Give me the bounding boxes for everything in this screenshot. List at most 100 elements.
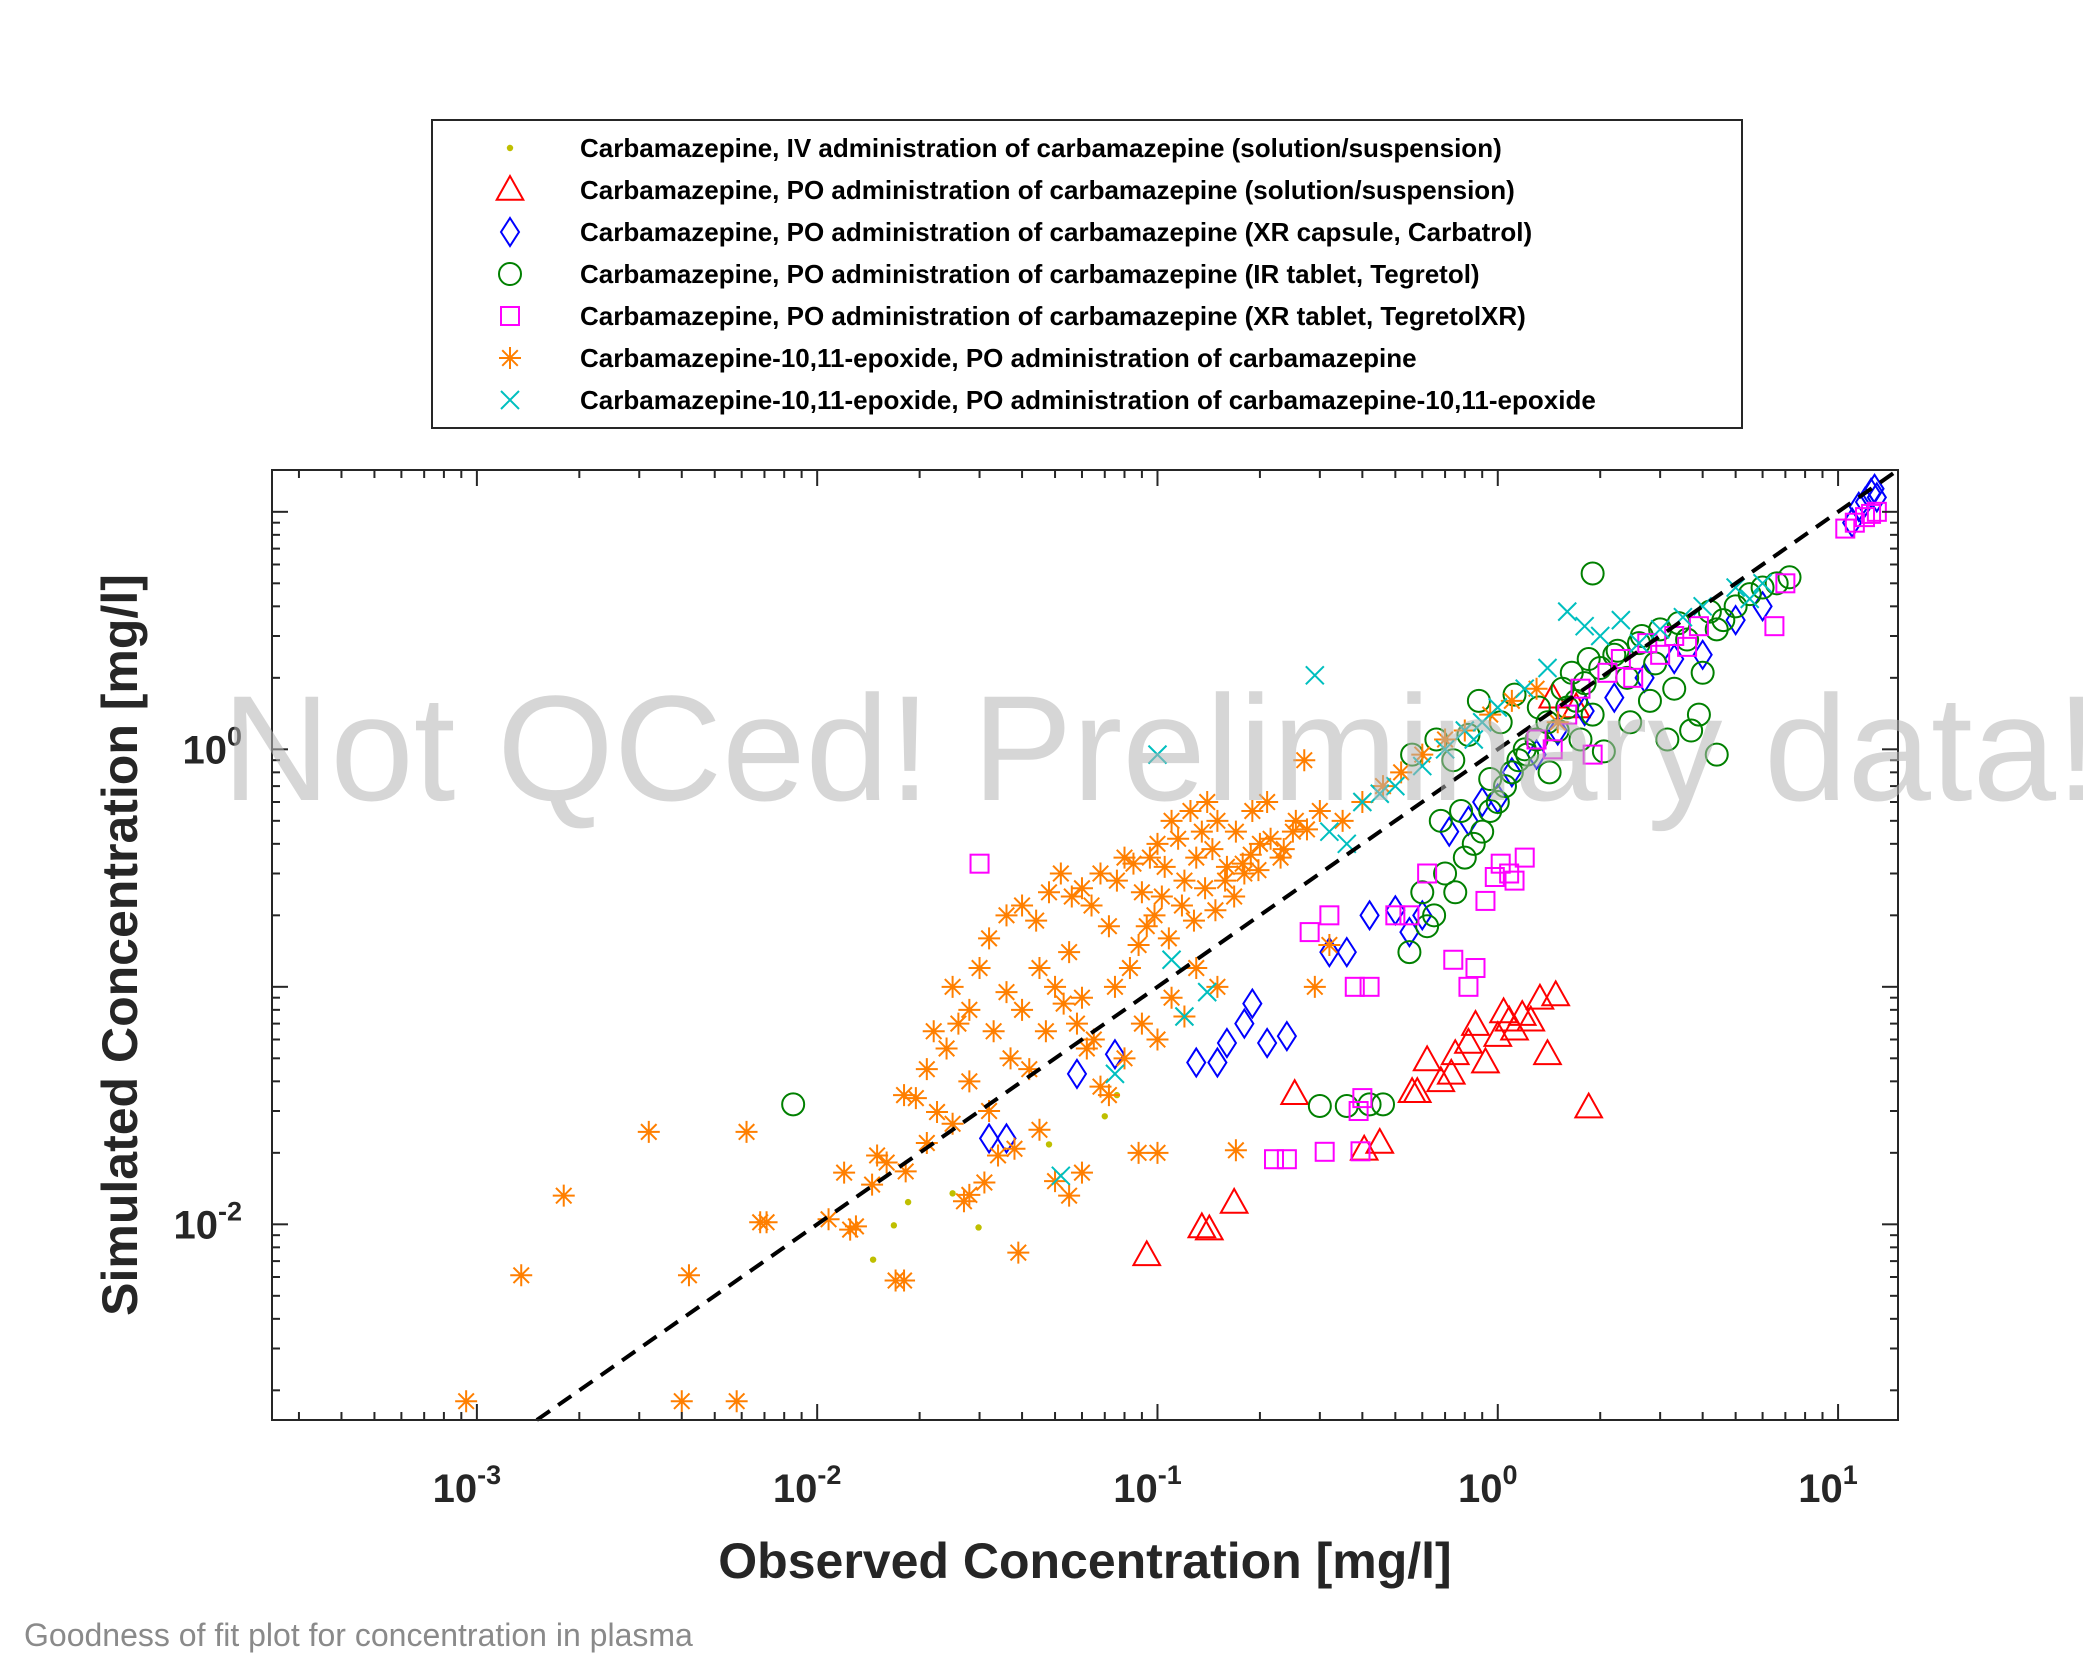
data-point [1412,1044,1443,1072]
data-point [1688,616,1709,637]
data-point [817,1208,840,1231]
data-point [781,1092,806,1117]
data-point [1557,601,1577,622]
data-point [1740,589,1760,609]
data-point [1080,894,1103,917]
data-point [1045,1141,1053,1148]
legend-marker [494,173,526,201]
series-3 [781,561,1802,1118]
data-point [1224,1139,1247,1162]
data-point [1146,1141,1169,1164]
data-point [894,1160,917,1183]
data-point [1170,894,1193,917]
data-point [1130,1012,1153,1035]
data-point [1185,846,1208,869]
data-point [941,975,964,998]
data-point [866,1144,889,1167]
data-point [1618,710,1643,735]
data-point [735,1120,758,1143]
data-point [1135,915,1158,938]
data-point [1284,809,1307,832]
data-point [1011,894,1034,917]
data-point [893,1269,916,1292]
data-point [1150,885,1173,908]
data-point [1764,616,1785,637]
data-point [1452,845,1477,870]
data-point [987,1144,1010,1167]
data-point [1470,819,1495,844]
data-point [1488,697,1508,718]
data-point [1214,869,1237,892]
data-point [1234,1007,1255,1040]
data-point [1397,940,1422,965]
data-point [1390,761,1413,784]
data-point [1182,909,1205,932]
data-point [1591,739,1616,764]
data-point [1070,877,1093,900]
data-point [1439,815,1460,848]
data-point [1038,881,1061,904]
data-point [1352,1088,1373,1109]
data-point [869,1256,877,1263]
data-point [1504,870,1525,891]
data-point [1855,507,1876,528]
data-point [958,1183,981,1206]
data-point [1623,667,1644,688]
data-point [1540,979,1571,1007]
data-point [1256,791,1279,814]
data-point [1441,748,1466,773]
data-point [1122,852,1145,875]
data-point [1066,1058,1088,1090]
data-point [1231,852,1254,875]
data-point [1204,899,1227,922]
data-point [1264,1149,1285,1170]
data-point [1460,1009,1491,1036]
data-point [969,853,990,874]
data-point [1051,1166,1071,1186]
legend-item: Carbamazepine, PO administration of carb… [498,259,1480,289]
legend-label: Carbamazepine-10,11-epoxide, PO administ… [580,385,1596,415]
data-point [1242,987,1263,1020]
data-point [958,1070,981,1093]
data-point [1003,1137,1026,1160]
data-point [978,927,1001,950]
data-point [1637,688,1662,713]
data-point [1161,950,1182,970]
data-point [1318,934,1341,956]
watermark: Not QCed! Preliminary data! [222,664,2083,832]
data-point [1269,846,1292,869]
data-point [1295,818,1318,841]
data-point [1547,714,1568,747]
data-point [1453,1026,1484,1054]
legend-marker [506,144,514,152]
legend-item: Carbamazepine, PO administration of carb… [494,173,1515,205]
legend: Carbamazepine, IV administration of carb… [431,119,1743,429]
data-point [1866,481,1888,514]
data-point [1105,1064,1125,1084]
data-point [1299,922,1320,943]
data-point [1058,1184,1081,1207]
data-point [1515,678,1535,699]
data-point [1103,975,1126,998]
data-point [1281,820,1304,843]
data-point [1686,702,1711,727]
legend-label: Carbamazepine, PO administration of carb… [580,301,1526,331]
data-point [904,1198,912,1206]
data-point [1582,744,1603,765]
data-point [670,1390,693,1413]
data-point [1500,689,1523,712]
data-point [968,957,991,980]
data-point [915,1132,938,1154]
data-point [1070,1161,1093,1184]
data-point [839,1218,862,1241]
data-point [1350,1141,1371,1162]
data-point [1113,846,1136,869]
data-point [1537,658,1558,678]
data-point [1573,1091,1604,1119]
plot-background [272,470,1898,1420]
data-point [1256,1027,1278,1059]
data-point [1677,636,1698,657]
series-6 [1051,573,1773,1186]
data-point [1542,739,1563,760]
data-point [958,998,981,1021]
